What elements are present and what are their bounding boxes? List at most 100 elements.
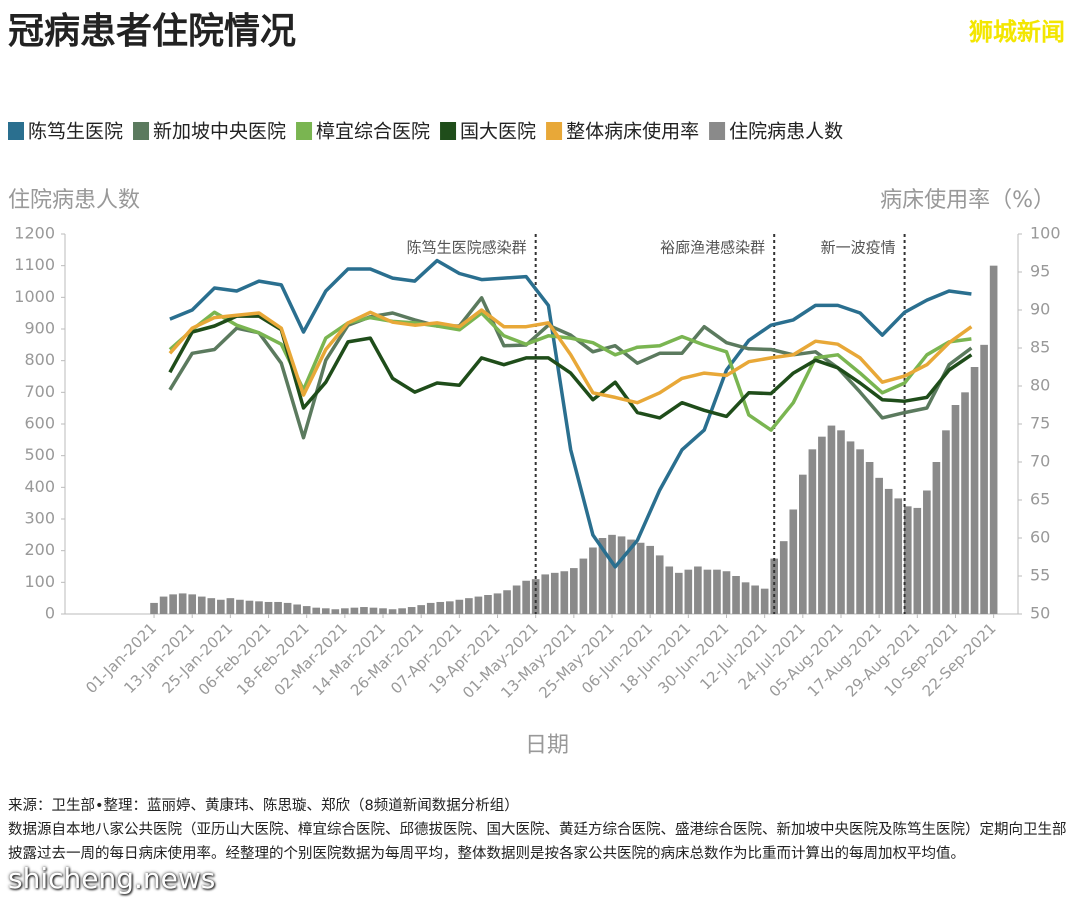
bar: [302, 606, 311, 614]
bar: [379, 608, 387, 614]
legend-label: 住院病患人数: [729, 121, 843, 143]
bar: [369, 607, 378, 614]
bar: [942, 430, 950, 614]
bar: [197, 596, 206, 614]
y2-axis-title: 病床使用率（%）: [880, 188, 1055, 213]
bar: [760, 588, 769, 614]
y-tick-label: 300: [24, 509, 55, 528]
bar: [655, 555, 664, 614]
y-tick-label: 1200: [14, 224, 55, 243]
bar: [789, 509, 798, 614]
x-axis-title: 日期: [525, 733, 569, 758]
legend-swatch: [8, 122, 24, 140]
legend-label: 整体病床使用率: [566, 121, 699, 143]
bar: [951, 405, 960, 614]
bar: [570, 568, 578, 614]
line: [168, 314, 973, 420]
y2-tick-label: 55: [1030, 566, 1050, 585]
y2-tick-label: 50: [1030, 604, 1050, 623]
y-tick-label: 600: [24, 414, 55, 433]
y-tick-label: 200: [24, 540, 55, 559]
bar: [923, 490, 931, 614]
bar: [360, 607, 368, 614]
y2-tick-label: 80: [1030, 376, 1050, 395]
y2-tick-label: 90: [1030, 300, 1050, 319]
bar: [465, 598, 473, 614]
bar: [646, 545, 654, 614]
bar: [255, 601, 263, 614]
bar: [665, 566, 674, 614]
bar: [913, 507, 922, 614]
bar: [159, 596, 168, 614]
bar: [636, 542, 645, 614]
bar: [703, 569, 712, 614]
bar: [732, 576, 740, 614]
bar: [627, 539, 635, 614]
brand: 狮城新闻: [969, 18, 1065, 46]
notes: 数据源自本地八家公共医院（亚历山大医院、樟宜综合医院、邱德拔医院、国大医院、黄廷…: [8, 822, 1067, 862]
watermark: shicheng.news: [8, 862, 216, 895]
bar: [455, 599, 464, 614]
y-tick-label: 1000: [14, 287, 55, 306]
bar: [188, 594, 197, 614]
bar: [264, 601, 273, 614]
bar: [980, 344, 988, 614]
bar: [608, 534, 616, 614]
bar: [217, 599, 225, 614]
bar: [617, 536, 626, 614]
bar: [417, 605, 426, 614]
chart-title: 冠病患者住院情况: [8, 11, 296, 52]
y-tick-label: 0: [45, 604, 55, 623]
footer: 来源：卫生部•整理：蓝丽婷、黄康玮、陈思璇、郑欣（8频道新闻数据分析组） 数据源…: [8, 794, 1068, 866]
bar: [226, 598, 235, 614]
y-axis-title: 住院病患人数: [8, 188, 140, 213]
bar: [283, 602, 292, 614]
bar: [560, 571, 569, 614]
bar: [770, 558, 779, 614]
bar: [503, 590, 511, 614]
bar: [713, 569, 721, 614]
bar: [350, 607, 359, 614]
legend-label: 樟宜综合医院: [316, 121, 430, 143]
legend-swatch: [709, 122, 726, 140]
bar: [799, 474, 807, 614]
bar: [293, 604, 301, 614]
legend-label: 新加坡中央医院: [153, 121, 286, 143]
bar: [846, 441, 855, 614]
y-tick-label: 100: [24, 572, 55, 591]
bar: [150, 602, 158, 614]
bar: [589, 547, 597, 614]
bar: [178, 593, 187, 614]
bar: [684, 569, 693, 614]
bar: [522, 580, 530, 614]
bar: [751, 585, 759, 614]
bar: [321, 608, 330, 614]
y-tick-label: 700: [24, 382, 55, 401]
y2-tick-label: 75: [1030, 414, 1050, 433]
bar: [884, 488, 893, 614]
y-tick-label: 400: [24, 477, 55, 496]
y2-tick-label: 95: [1030, 262, 1050, 281]
line: [168, 308, 973, 405]
bar: [818, 436, 826, 614]
legend-swatch: [296, 122, 313, 140]
bar: [445, 601, 454, 614]
bar: [894, 498, 903, 614]
bar: [741, 582, 750, 614]
bar: [341, 608, 349, 614]
bar: [407, 607, 416, 614]
bar: [865, 462, 874, 614]
y2-tick-label: 60: [1030, 528, 1050, 547]
bar: [808, 449, 817, 614]
bar: [493, 593, 502, 614]
bar: [274, 601, 282, 614]
bar: [970, 367, 979, 614]
bar: [245, 600, 254, 614]
bar: [989, 265, 998, 614]
bar: [474, 596, 483, 614]
bar: [312, 607, 321, 614]
y2-tick-label: 85: [1030, 338, 1050, 357]
y-tick-label: 500: [24, 445, 55, 464]
y2-tick-label: 100: [1030, 224, 1061, 243]
